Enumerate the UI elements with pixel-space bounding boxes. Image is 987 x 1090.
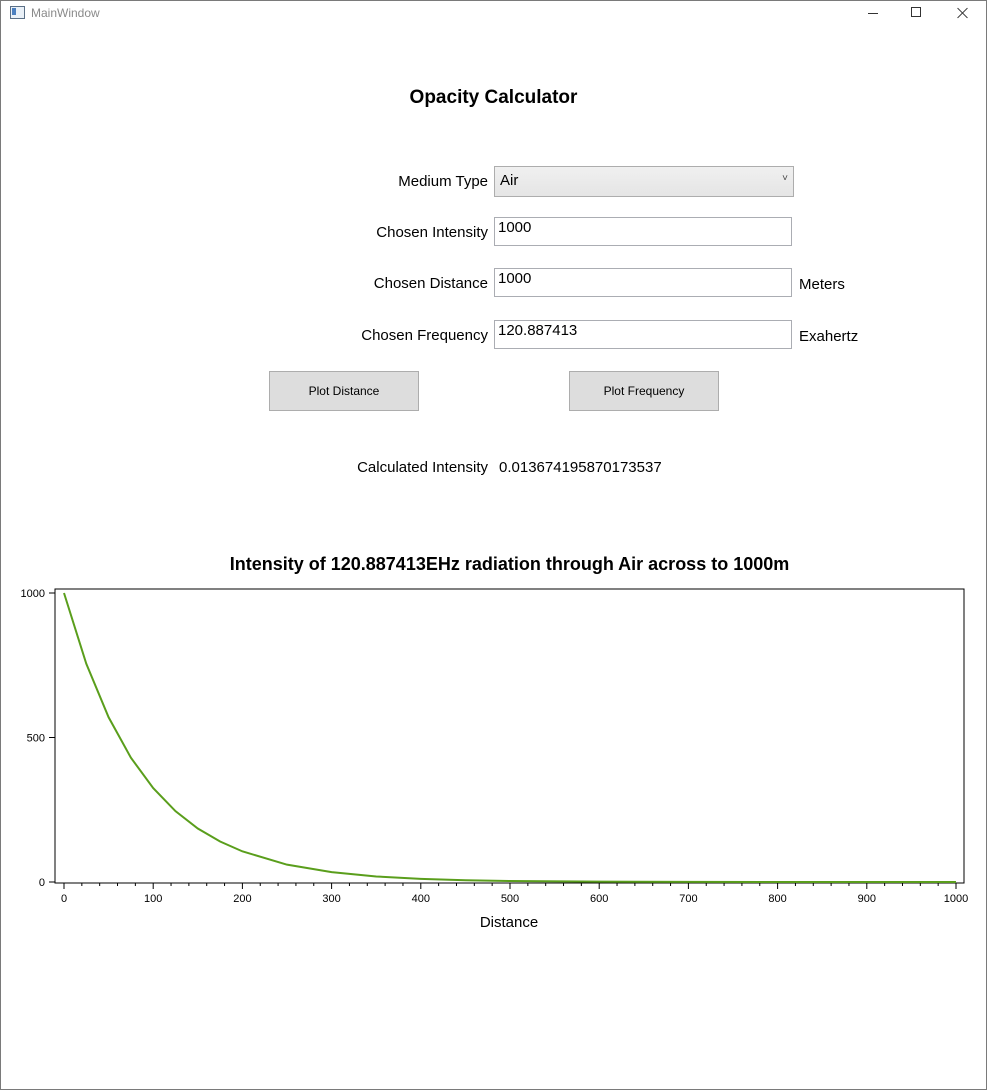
x-axis-label: Distance [480, 914, 538, 931]
minimize-button[interactable] [849, 1, 895, 27]
frequency-input[interactable] [494, 320, 792, 349]
x-tick-label: 500 [501, 893, 519, 905]
close-button[interactable] [939, 1, 985, 27]
chevron-down-icon: ˅ [782, 173, 788, 184]
plot-area-border [54, 588, 965, 884]
calculated-intensity-value: 0.013674195870173537 [499, 459, 662, 476]
frequency-unit-label: Exahertz [799, 328, 859, 345]
distance-unit-label: Meters [799, 276, 845, 293]
intensity-label: Chosen Intensity [376, 224, 488, 241]
y-tick-label: 0 [39, 877, 45, 889]
plot-frequency-button[interactable]: Plot Frequency [569, 371, 719, 411]
title-bar[interactable]: MainWindow [1, 1, 986, 27]
x-tick-label: 100 [144, 893, 162, 905]
chart-title: Intensity of 120.887413EHz radiation thr… [229, 554, 790, 574]
y-tick-label: 500 [27, 733, 45, 745]
distance-label: Chosen Distance [373, 275, 488, 292]
intensity-distance-chart: 0 100 200 300 400 500 600 700 800 900 1000 0 500 1000… [21, 588, 969, 931]
app-window-icon [10, 6, 25, 19]
intensity-series-line [63, 592, 957, 883]
x-tick-label: 700 [679, 893, 697, 905]
calculated-intensity-label: Calculated Intensity [357, 459, 488, 476]
maximize-button[interactable] [893, 1, 939, 27]
frequency-label: Chosen Frequency [361, 327, 488, 344]
x-tick-label: 400 [412, 893, 430, 905]
distance-input[interactable] [494, 268, 792, 297]
axes: 0 100 200 300 400 500 600 700 800 900 1000 0 500 1000 [21, 588, 969, 905]
x-tick-label: 1000 [944, 893, 968, 905]
medium-type-select[interactable]: Air ˅ [494, 166, 794, 197]
x-tick-label: 600 [590, 893, 608, 905]
x-tick-label: 200 [233, 893, 251, 905]
x-tick-label: 800 [768, 893, 786, 905]
x-tick-label: 900 [858, 893, 876, 905]
y-tick-label: 1000 [21, 588, 45, 600]
x-tick-label: 300 [322, 893, 340, 905]
medium-type-label: Medium Type [398, 173, 488, 190]
x-tick-label: 0 [61, 893, 67, 905]
plot-distance-button[interactable]: Plot Distance [269, 371, 419, 411]
page-title: Opacity Calculator [409, 87, 578, 108]
medium-type-selected-value: Air [500, 172, 519, 189]
window-title: MainWindow [31, 6, 100, 20]
intensity-input[interactable] [494, 217, 792, 246]
